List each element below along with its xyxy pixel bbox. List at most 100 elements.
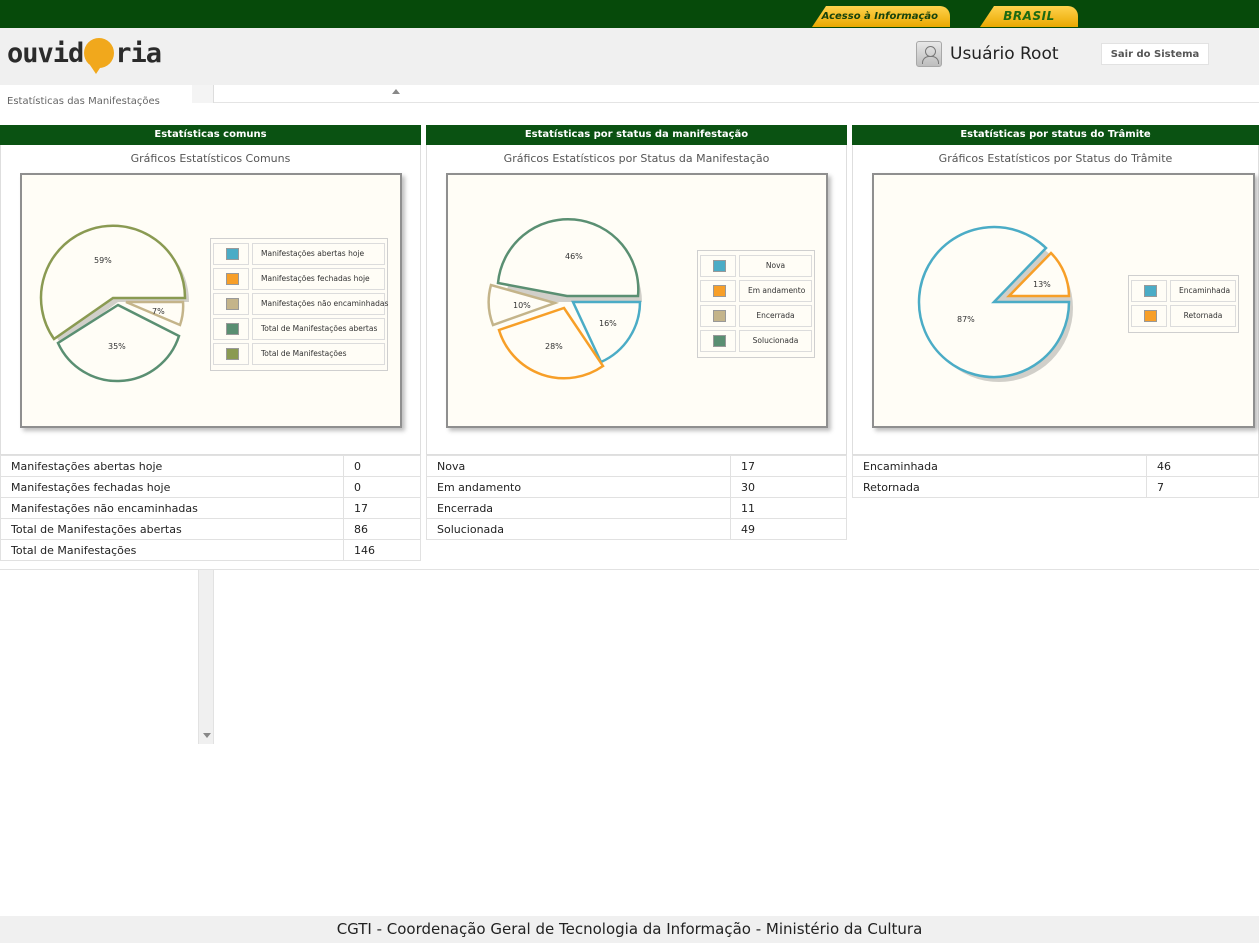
acesso-informacao-link[interactable]: Acesso à Informação xyxy=(812,6,950,27)
row-value: 146 xyxy=(343,539,421,561)
legend-swatch xyxy=(226,248,239,260)
stats-table: Encaminhada 46 Retornada 7 xyxy=(852,455,1259,498)
scroll-up-icon[interactable] xyxy=(392,89,400,94)
chart-title: Gráficos Estatísticos Comuns xyxy=(130,152,291,165)
table-row: Em andamento 30 xyxy=(426,476,847,498)
table-row: Manifestações abertas hoje 0 xyxy=(0,455,421,477)
legend-swatch xyxy=(226,348,239,360)
legend-swatch-cell xyxy=(213,243,249,265)
pie-slice-solucionada xyxy=(496,217,640,298)
row-value: 17 xyxy=(730,455,847,477)
chart-legend: Nova Em andamento Encerrada Solucionada xyxy=(697,250,815,358)
legend-label: Em andamento xyxy=(739,280,812,302)
legend-item: Total de Manifestações abertas xyxy=(213,318,385,340)
pie-slice-total-abertas xyxy=(56,303,181,383)
legend-swatch xyxy=(226,273,239,285)
legend-swatch xyxy=(226,323,239,335)
panel-status-manifestacao: Estatísticas por status da manifestação … xyxy=(426,125,847,540)
pie-slice-em-andamento xyxy=(497,306,605,380)
brasil-portal-link[interactable]: BRASIL xyxy=(980,6,1078,27)
legend-swatch-cell xyxy=(700,255,736,277)
row-label: Em andamento xyxy=(426,476,731,498)
legend-swatch-cell xyxy=(213,268,249,290)
legend-item: Total de Manifestações xyxy=(213,343,385,365)
row-label: Total de Manifestações abertas xyxy=(0,518,344,540)
legend-swatch-cell xyxy=(700,305,736,327)
table-row: Total de Manifestações abertas 86 xyxy=(0,518,421,540)
ouvidoria-logo[interactable]: ouvid ria xyxy=(7,38,162,74)
legend-item: Retornada xyxy=(1131,305,1236,327)
legend-label: Nova xyxy=(739,255,812,277)
stats-table: Manifestações abertas hoje 0 Manifestaçõe… xyxy=(0,455,421,561)
scroll-down-icon[interactable] xyxy=(203,733,211,738)
legend-label: Total de Manifestações abertas xyxy=(252,318,385,340)
legend-item: Solucionada xyxy=(700,330,812,352)
gov-top-bar: Acesso à Informação BRASIL xyxy=(0,0,1259,28)
row-label: Solucionada xyxy=(426,518,731,540)
legend-item: Manifestações fechadas hoje xyxy=(213,268,385,290)
chart-legend: Manifestações abertas hoje Manifestações… xyxy=(210,238,388,371)
logout-button[interactable]: Sair do Sistema xyxy=(1101,43,1209,65)
legend-swatch xyxy=(1144,285,1157,297)
pie-slice-encaminhada xyxy=(917,225,1071,379)
table-row: Solucionada 49 xyxy=(426,518,847,540)
sidebar-scrollbar-top[interactable] xyxy=(192,85,400,103)
legend-swatch xyxy=(713,285,726,297)
legend-label: Manifestações fechadas hoje xyxy=(252,268,385,290)
pie-svg: 46% 16% 10% 28% xyxy=(487,217,642,380)
legend-swatch xyxy=(226,298,239,310)
pie-svg: 13% 87% xyxy=(917,225,1073,382)
user-name: Usuário Root xyxy=(950,44,1059,64)
legend-item: Manifestações abertas hoje xyxy=(213,243,385,265)
row-label: Manifestações não encaminhadas xyxy=(0,497,344,519)
content-divider xyxy=(0,569,1259,570)
row-value: 30 xyxy=(730,476,847,498)
sidebar-scrollbar[interactable] xyxy=(198,570,214,744)
legend-label: Manifestações abertas hoje xyxy=(252,243,385,265)
panel-heading: Estatísticas comuns xyxy=(0,125,421,145)
table-row: Nova 17 xyxy=(426,455,847,477)
page-footer: CGTI - Coordenação Geral de Tecnologia d… xyxy=(0,916,1259,943)
table-row: Retornada 7 xyxy=(852,476,1259,498)
legend-swatch-cell xyxy=(700,330,736,352)
slice-label-87: 87% xyxy=(957,315,975,324)
legend-label: Manifestações não encaminhadas xyxy=(252,293,388,315)
slice-label-16: 16% xyxy=(599,319,617,328)
table-row: Encaminhada 46 xyxy=(852,455,1259,477)
row-value: 0 xyxy=(343,476,421,498)
legend-item: Encaminhada xyxy=(1131,280,1236,302)
legend-label: Encerrada xyxy=(739,305,812,327)
tab-strip: Estatísticas das Manifestações xyxy=(0,85,1259,115)
row-label: Total de Manifestações xyxy=(0,539,344,561)
legend-item: Nova xyxy=(700,255,812,277)
panel-chart-area: Gráficos Estatísticos Comuns 59% 7% 35% … xyxy=(0,145,421,455)
row-label: Nova xyxy=(426,455,731,477)
app-header: ouvid ria Usuário Root Sair do Sistema xyxy=(0,28,1259,85)
panel-heading: Estatísticas por status da manifestação xyxy=(426,125,847,145)
row-value: 49 xyxy=(730,518,847,540)
row-value: 86 xyxy=(343,518,421,540)
row-label: Encaminhada xyxy=(852,455,1147,477)
pie-slice-encerrada xyxy=(487,283,560,327)
table-row: Total de Manifestações 146 xyxy=(0,539,421,561)
row-value: 17 xyxy=(343,497,421,519)
row-label: Encerrada xyxy=(426,497,731,519)
slice-label-13: 13% xyxy=(1033,280,1051,289)
panel-estatisticas-comuns: Estatísticas comuns Gráficos Estatístico… xyxy=(0,125,421,561)
slice-label-7: 7% xyxy=(152,307,165,316)
chart-title: Gráficos Estatísticos por Status do Trâm… xyxy=(938,152,1173,165)
slice-label-10: 10% xyxy=(513,301,531,310)
legend-swatch-cell xyxy=(213,318,249,340)
speech-bubble-icon xyxy=(84,38,115,74)
legend-swatch xyxy=(713,310,726,322)
panel-status-tramite: Estatísticas por status do Trâmite Gráfi… xyxy=(852,125,1259,498)
pie-chart-status: 46% 16% 10% 28% Nova Em andamento Encerr… xyxy=(446,173,828,428)
slice-label-59: 59% xyxy=(94,256,112,265)
table-row: Manifestações fechadas hoje 0 xyxy=(0,476,421,498)
slice-label-35: 35% xyxy=(108,342,126,351)
tab-estatisticas[interactable]: Estatísticas das Manifestações xyxy=(0,89,192,115)
panel-heading: Estatísticas por status do Trâmite xyxy=(852,125,1259,145)
pie-slice-total xyxy=(39,224,187,341)
legend-swatch xyxy=(713,260,726,272)
row-value: 0 xyxy=(343,455,421,477)
